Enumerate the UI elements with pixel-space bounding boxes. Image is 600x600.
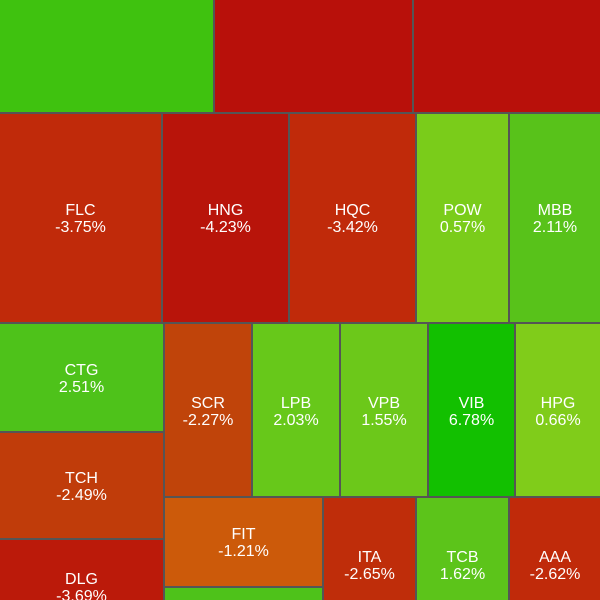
tile[interactable]: HQC -3.42% — [290, 114, 415, 322]
ticker: SCR — [191, 395, 225, 412]
tile[interactable]: -4.81% — [215, 0, 412, 112]
tile[interactable]: CTG 2.51% — [0, 324, 163, 431]
change: 0.66% — [535, 412, 581, 429]
ticker: TCB — [446, 549, 479, 566]
tile[interactable]: AAA -2.62% — [510, 498, 600, 600]
change: -3.75% — [55, 219, 106, 236]
tile[interactable]: TCH -2.49% — [0, 433, 163, 538]
tile[interactable]: VIB 6.78% — [429, 324, 514, 496]
tile — [165, 588, 322, 600]
tile[interactable]: MBB 2.11% — [510, 114, 600, 322]
change: 1.55% — [361, 412, 407, 429]
change: -3.69% — [56, 588, 107, 600]
change: 2.11% — [532, 219, 578, 236]
tile[interactable]: TCB 1.62% — [417, 498, 508, 600]
change: -1.21% — [218, 543, 269, 560]
change: 2.03% — [273, 412, 319, 429]
ticker: VPB — [367, 395, 400, 412]
tile[interactable]: HNG -4.23% — [163, 114, 288, 322]
ticker: CTG — [64, 362, 99, 379]
ticker: POW — [443, 202, 482, 219]
change: -4.81% — [215, 0, 412, 3]
tile[interactable]: VPB 1.55% — [341, 324, 427, 496]
change: -4.23% — [200, 219, 251, 236]
tile[interactable]: LPB 2.03% — [253, 324, 339, 496]
tile[interactable]: FIT -1.21% — [165, 498, 322, 586]
ticker: VIB — [458, 395, 485, 412]
change: -2.49% — [56, 487, 107, 504]
ticker: HNG — [207, 202, 244, 219]
change: -2.65% — [344, 566, 395, 583]
change: -2.27% — [182, 412, 234, 429]
tile[interactable]: 4.10% — [0, 0, 213, 112]
ticker: HPG — [540, 395, 576, 412]
change: -3.42% — [327, 219, 378, 236]
change: 6.78% — [448, 412, 495, 429]
ticker: HQC — [334, 202, 371, 219]
ticker: DLG — [65, 571, 98, 588]
tile[interactable]: HPG 0.66% — [516, 324, 600, 496]
ticker: FIT — [231, 526, 256, 543]
ticker: MBB — [537, 202, 573, 219]
tile[interactable]: SCR -2.27% — [165, 324, 251, 496]
tile[interactable]: ITA -2.65% — [324, 498, 415, 600]
ticker: TCH — [65, 470, 98, 487]
ticker: ITA — [357, 549, 382, 566]
change: 4.10% — [0, 0, 213, 3]
tile[interactable]: DLG -3.69% — [0, 540, 163, 600]
change: -2.62% — [529, 566, 581, 583]
ticker: AAA — [538, 549, 571, 566]
ticker: LPB — [280, 395, 312, 412]
ticker: FLC — [65, 202, 96, 219]
change: 2.51% — [58, 379, 105, 396]
tile[interactable]: -4.56% — [414, 0, 600, 112]
change: 0.57% — [439, 219, 486, 236]
change: -4.56% — [414, 0, 600, 3]
change: 1.62% — [439, 566, 486, 583]
tile[interactable]: POW 0.57% — [417, 114, 508, 322]
tile[interactable]: FLC -3.75% — [0, 114, 161, 322]
